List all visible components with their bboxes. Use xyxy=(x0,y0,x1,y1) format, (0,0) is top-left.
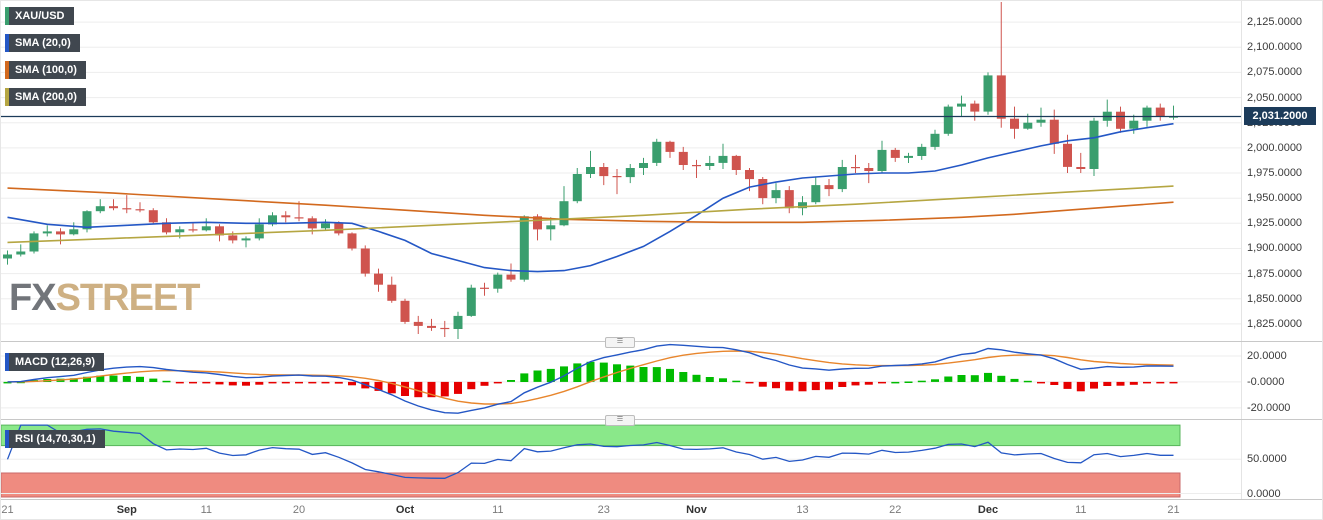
time-tick-label: Oct xyxy=(395,504,415,516)
macd-chart-canvas[interactable] xyxy=(1,343,1241,417)
rsi-indicator-badge[interactable]: RSI (14,70,30,1) xyxy=(5,430,105,448)
symbol-label: XAU/USD xyxy=(15,10,65,22)
current-price-badge: 2,031.2000 xyxy=(1244,107,1316,125)
legend-sma100-badge[interactable]: SMA (100,0) xyxy=(5,61,86,79)
legend-symbol-badge[interactable]: XAU/USD xyxy=(5,7,74,25)
pane-resize-handle-icon[interactable]: ≡ xyxy=(605,414,635,426)
price-tick-label: 1,850.0000 xyxy=(1247,292,1303,305)
time-tick-label: 21 xyxy=(1167,504,1180,516)
time-tick-label: Sep xyxy=(116,504,137,516)
main-price-panel[interactable]: XAU/USD SMA (20,0) SMA (100,0) SMA (200,… xyxy=(1,1,1241,341)
panel-separator xyxy=(1,419,1322,420)
price-tick-label: 2,075.0000 xyxy=(1247,66,1303,79)
main-chart-canvas[interactable] xyxy=(1,1,1241,341)
price-tick-label: 1,925.0000 xyxy=(1247,217,1303,230)
price-tick-label: 1,825.0000 xyxy=(1247,317,1303,330)
time-tick-label: 11 xyxy=(200,504,212,516)
price-tick-label: 1,900.0000 xyxy=(1247,242,1303,255)
time-tick-label: 11 xyxy=(1075,504,1087,516)
time-tick-label: 13 xyxy=(796,504,809,516)
watermark-fx: FX xyxy=(9,277,57,319)
price-tick-label: 1,875.0000 xyxy=(1247,267,1303,280)
price-tick-label: 2,050.0000 xyxy=(1247,91,1303,104)
rsi-tick-label: 50.0000 xyxy=(1247,453,1287,466)
rsi-label: RSI (14,70,30,1) xyxy=(15,433,96,445)
panel-separator xyxy=(1,341,1322,342)
legend-sma20-badge[interactable]: SMA (20,0) xyxy=(5,34,80,52)
time-tick-label: Nov xyxy=(686,504,707,516)
time-tick-label: Dec xyxy=(977,504,999,516)
chart-legend: XAU/USD SMA (20,0) SMA (100,0) SMA (200,… xyxy=(5,7,86,115)
sma100-label: SMA (100,0) xyxy=(15,64,77,76)
sma200-label: SMA (200,0) xyxy=(15,91,77,103)
macd-label: MACD (12,26,9) xyxy=(15,356,96,368)
time-axis[interactable]: 21 Sep 11 20 Oct 11 23 Nov 13 22 Dec 11 21 xyxy=(1,499,1322,519)
macd-tick-label: 20.0000 xyxy=(1247,349,1287,362)
price-tick-label: 1,950.0000 xyxy=(1247,192,1303,205)
rsi-panel[interactable]: RSI (14,70,30,1) xyxy=(1,421,1241,499)
price-axis[interactable]: 2,031.2000 2,125.0000 2,100.0000 2,075.000… xyxy=(1241,1,1322,519)
price-tick-label: 2,000.0000 xyxy=(1247,141,1303,154)
price-tick-label: 2,100.0000 xyxy=(1247,41,1303,54)
pane-resize-handle-icon[interactable]: ≡ xyxy=(605,336,635,348)
legend-sma200-badge[interactable]: SMA (200,0) xyxy=(5,88,86,106)
rsi-tick-label: 0.0000 xyxy=(1247,487,1281,500)
rsi-chart-canvas[interactable] xyxy=(1,421,1241,499)
time-tick-label: 23 xyxy=(597,504,610,516)
time-tick-label: 21 xyxy=(1,504,14,516)
fxstreet-watermark: FXSTREET xyxy=(9,277,201,320)
time-tick-label: 11 xyxy=(492,504,504,516)
price-tick-label: 2,125.0000 xyxy=(1247,16,1303,29)
watermark-street: STREET xyxy=(55,277,201,319)
time-tick-label: 20 xyxy=(292,504,306,516)
macd-tick-label: -20.0000 xyxy=(1247,401,1291,414)
price-tick-label: 1,975.0000 xyxy=(1247,167,1303,179)
time-tick-label: 22 xyxy=(889,504,902,516)
macd-panel[interactable]: MACD (12,26,9) xyxy=(1,343,1241,417)
macd-indicator-badge[interactable]: MACD (12,26,9) xyxy=(5,353,105,371)
macd-tick-label: -0.0000 xyxy=(1247,375,1285,388)
sma20-label: SMA (20,0) xyxy=(15,37,71,49)
